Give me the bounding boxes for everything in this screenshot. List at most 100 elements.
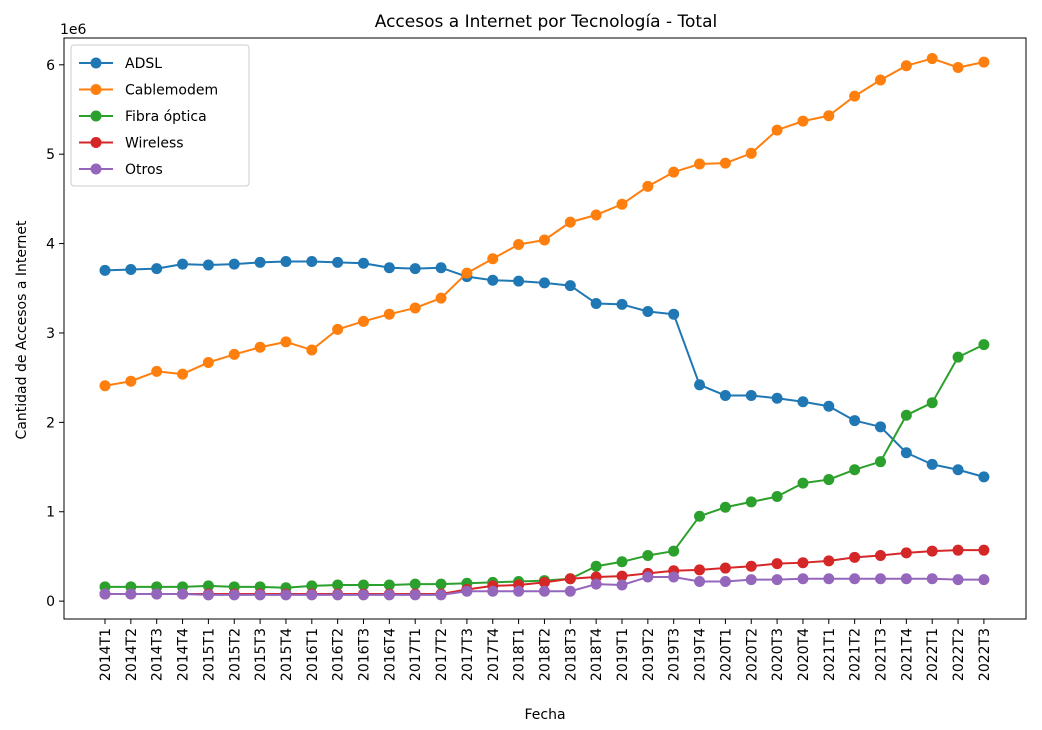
data-point xyxy=(280,589,292,601)
data-point xyxy=(461,267,473,279)
x-tick-label: 2022T2 xyxy=(951,628,967,681)
data-point xyxy=(616,570,628,582)
data-point xyxy=(332,579,344,591)
data-point xyxy=(694,510,706,522)
data-point xyxy=(358,315,369,327)
y-tick-label: 0 xyxy=(46,594,55,610)
data-point xyxy=(306,255,318,267)
data-point xyxy=(745,496,757,508)
data-point xyxy=(926,397,938,409)
data-point xyxy=(797,477,809,489)
data-point xyxy=(823,110,835,122)
data-point xyxy=(383,262,395,274)
data-point xyxy=(875,74,886,86)
data-point xyxy=(900,447,912,459)
x-tick-label: 2021T3 xyxy=(874,628,890,681)
data-point xyxy=(668,571,680,583)
x-tick-label: 2015T3 xyxy=(253,628,269,681)
data-point xyxy=(694,379,706,391)
data-point xyxy=(694,158,706,170)
data-point xyxy=(383,579,395,591)
data-point xyxy=(719,390,731,402)
legend-label: Fibra óptica xyxy=(125,109,207,125)
x-tick-label: 2018T3 xyxy=(563,628,579,681)
data-point xyxy=(228,348,240,360)
data-point xyxy=(254,589,266,601)
data-point xyxy=(332,323,344,335)
data-point xyxy=(642,550,654,562)
data-point xyxy=(125,264,137,276)
data-point xyxy=(280,255,292,267)
data-point xyxy=(823,555,835,567)
data-point xyxy=(487,274,499,286)
data-point xyxy=(99,264,111,276)
data-point xyxy=(125,588,137,600)
data-point xyxy=(332,589,344,601)
legend-label: ADSL xyxy=(125,56,162,72)
data-point xyxy=(280,336,292,348)
data-point xyxy=(487,585,499,597)
x-tick-label: 2015T4 xyxy=(279,628,295,681)
x-tick-label: 2019T2 xyxy=(641,628,657,681)
data-point xyxy=(952,351,964,363)
data-point xyxy=(616,298,628,310)
x-tick-label: 2017T3 xyxy=(460,628,476,681)
x-tick-label: 2017T4 xyxy=(486,628,502,681)
data-point xyxy=(875,421,886,433)
data-point xyxy=(900,409,912,421)
legend-label: Otros xyxy=(125,162,163,178)
y-tick-label: 1 xyxy=(46,505,55,521)
data-point xyxy=(668,308,680,320)
data-point xyxy=(358,579,369,591)
data-point xyxy=(926,573,938,585)
data-point xyxy=(590,209,602,221)
y-offset-label: 1e6 xyxy=(60,22,87,38)
data-point xyxy=(590,578,602,590)
x-tick-label: 2014T3 xyxy=(150,628,166,681)
data-point xyxy=(771,491,783,503)
data-point xyxy=(151,588,163,600)
data-point xyxy=(616,198,628,210)
series-cablemodem xyxy=(99,53,990,392)
data-point xyxy=(849,464,861,476)
data-point xyxy=(383,308,395,320)
data-point xyxy=(409,302,421,314)
data-point xyxy=(254,341,266,353)
x-tick-label: 2014T4 xyxy=(176,628,192,681)
x-tick-label: 2019T3 xyxy=(667,628,683,681)
x-tick-label: 2018T1 xyxy=(512,628,528,681)
x-tick-label: 2018T4 xyxy=(589,628,605,681)
x-tick-label: 2015T1 xyxy=(201,628,217,681)
data-point xyxy=(177,258,189,270)
x-tick-label: 2021T4 xyxy=(899,628,915,681)
data-point xyxy=(590,297,602,309)
y-tick-label: 3 xyxy=(46,326,55,342)
data-point xyxy=(900,573,912,585)
x-tick-label: 2014T1 xyxy=(98,628,114,681)
chart-title: Accesos a Internet por Tecnología - Tota… xyxy=(375,12,718,32)
data-point xyxy=(99,380,111,392)
data-point xyxy=(642,571,654,583)
data-point xyxy=(926,458,938,470)
data-point xyxy=(358,257,369,269)
x-tick-label: 2022T1 xyxy=(925,628,941,681)
data-point xyxy=(590,560,602,572)
data-point xyxy=(538,585,550,597)
data-point xyxy=(513,238,525,250)
data-point xyxy=(952,574,964,586)
x-tick-label: 2017T2 xyxy=(434,628,450,681)
data-point xyxy=(202,259,214,271)
legend-label: Cablemodem xyxy=(125,83,218,99)
data-point xyxy=(952,544,964,556)
y-tick-label: 6 xyxy=(46,58,55,74)
series-adsl xyxy=(99,255,990,483)
x-tick-label: 2014T2 xyxy=(124,628,140,681)
data-point xyxy=(849,573,861,585)
data-point xyxy=(719,562,731,574)
data-point xyxy=(719,157,731,169)
data-point xyxy=(745,390,757,402)
data-point xyxy=(254,256,266,268)
data-point xyxy=(202,589,214,601)
